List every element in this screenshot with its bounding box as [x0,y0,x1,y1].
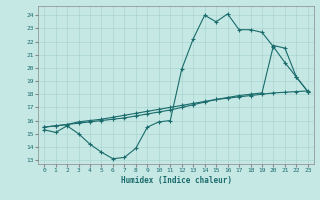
X-axis label: Humidex (Indice chaleur): Humidex (Indice chaleur) [121,176,231,185]
